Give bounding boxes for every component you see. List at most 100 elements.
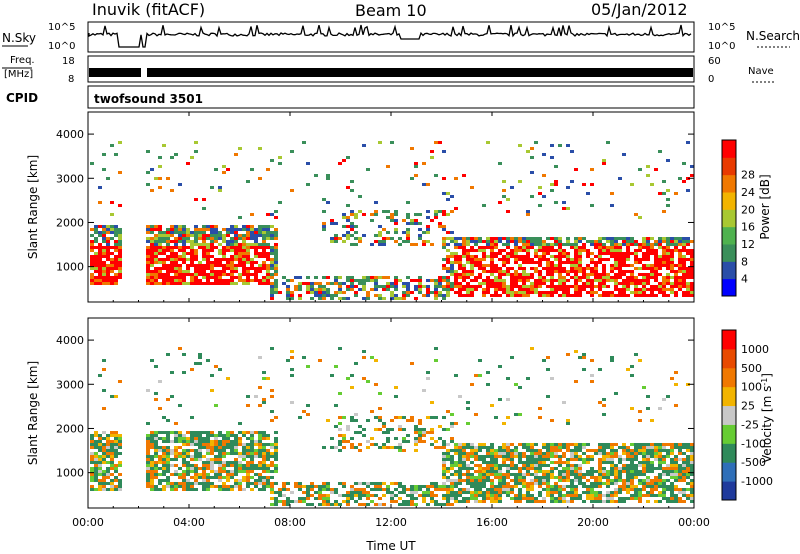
colorbar-swatch — [722, 261, 736, 280]
heatmap-cell — [106, 488, 110, 491]
heatmap-cell — [446, 488, 450, 491]
heatmap-cell — [334, 491, 338, 494]
heatmap-cell — [446, 410, 450, 413]
heatmap-cell — [226, 488, 230, 491]
heatmap-cell — [686, 282, 690, 285]
heatmap-cell — [98, 225, 102, 228]
heatmap-cell — [578, 270, 582, 273]
heatmap-cell — [498, 497, 502, 500]
heatmap-cell — [458, 473, 462, 476]
heatmap-cell — [550, 443, 554, 446]
heatmap-cell — [458, 282, 462, 285]
power-heatmap-cells — [90, 141, 694, 300]
heatmap-cell — [646, 243, 650, 246]
heatmap-cell — [558, 144, 562, 147]
heatmap-cell — [534, 497, 538, 500]
heatmap-cell — [670, 467, 674, 470]
x-tick-label: 20:00 — [577, 516, 609, 529]
heatmap-cell — [506, 243, 510, 246]
heatmap-cell — [614, 252, 618, 255]
heatmap-cell — [678, 500, 682, 503]
heatmap-cell — [642, 449, 646, 452]
heatmap-cell — [618, 291, 622, 294]
heatmap-cell — [406, 237, 410, 240]
heatmap-cell — [318, 282, 322, 285]
heatmap-cell — [538, 237, 542, 240]
heatmap-cell — [574, 264, 578, 267]
heatmap-cell — [614, 237, 618, 240]
heatmap-cell — [674, 488, 678, 491]
heatmap-cell — [90, 446, 94, 449]
heatmap-cell — [582, 452, 586, 455]
heatmap-cell — [486, 246, 490, 249]
heatmap-cell — [546, 491, 550, 494]
heatmap-cell — [690, 267, 694, 270]
heatmap-cell — [634, 261, 638, 264]
heatmap-cell — [510, 285, 514, 288]
heatmap-cell — [118, 231, 122, 234]
heatmap-cell — [482, 246, 486, 249]
heatmap-cell — [194, 231, 198, 234]
heatmap-cell — [482, 485, 486, 488]
heatmap-cell — [590, 261, 594, 264]
heatmap-cell — [382, 431, 386, 434]
heatmap-cell — [266, 168, 270, 171]
heatmap-cell — [526, 285, 530, 288]
heatmap-cell — [566, 467, 570, 470]
heatmap-cell — [158, 479, 162, 482]
heatmap-cell — [686, 141, 690, 144]
heatmap-cell — [486, 473, 490, 476]
heatmap-cell — [250, 455, 254, 458]
heatmap-cell — [670, 252, 674, 255]
heatmap-cell — [490, 494, 494, 497]
heatmap-cell — [366, 168, 370, 171]
heatmap-cell — [210, 249, 214, 252]
heatmap-cell — [166, 249, 170, 252]
heatmap-cell — [414, 428, 418, 431]
heatmap-cell — [230, 255, 234, 258]
heatmap-cell — [550, 282, 554, 285]
heatmap-cell — [538, 476, 542, 479]
heatmap-cell — [466, 446, 470, 449]
heatmap-cell — [218, 237, 222, 240]
heatmap-cell — [466, 291, 470, 294]
heatmap-cell — [98, 446, 102, 449]
heatmap-cell — [362, 288, 366, 291]
heatmap-cell — [174, 452, 178, 455]
heatmap-cell — [90, 234, 94, 237]
heatmap-cell — [190, 434, 194, 437]
heatmap-cell — [634, 446, 638, 449]
heatmap-cell — [518, 180, 522, 183]
heatmap-cell — [274, 467, 278, 470]
heatmap-cell — [254, 273, 258, 276]
heatmap-cell — [250, 488, 254, 491]
heatmap-cell — [382, 237, 386, 240]
heatmap-cell — [534, 240, 538, 243]
heatmap-cell — [490, 482, 494, 485]
heatmap-cell — [242, 255, 246, 258]
heatmap-cell — [242, 443, 246, 446]
heatmap-cell — [262, 458, 266, 461]
heatmap-cell — [522, 258, 526, 261]
colorbar-swatch — [722, 278, 736, 297]
heatmap-cell — [490, 240, 494, 243]
heatmap-cell — [350, 491, 354, 494]
heatmap-cell — [606, 258, 610, 261]
heatmap-cell — [342, 291, 346, 294]
heatmap-cell — [334, 234, 338, 237]
heatmap-cell — [446, 276, 450, 279]
heatmap-cell — [406, 231, 410, 234]
heatmap-cell — [510, 186, 514, 189]
heatmap-cell — [558, 476, 562, 479]
heatmap-cell — [110, 276, 114, 279]
heatmap-cell — [386, 216, 390, 219]
heatmap-cell — [682, 237, 686, 240]
heatmap-cell — [502, 482, 506, 485]
heatmap-cell — [458, 258, 462, 261]
heatmap-cell — [274, 416, 278, 419]
heatmap-cell — [334, 237, 338, 240]
heatmap-cell — [238, 228, 242, 231]
heatmap-cell — [598, 482, 602, 485]
heatmap-cell — [98, 485, 102, 488]
heatmap-cell — [214, 437, 218, 440]
